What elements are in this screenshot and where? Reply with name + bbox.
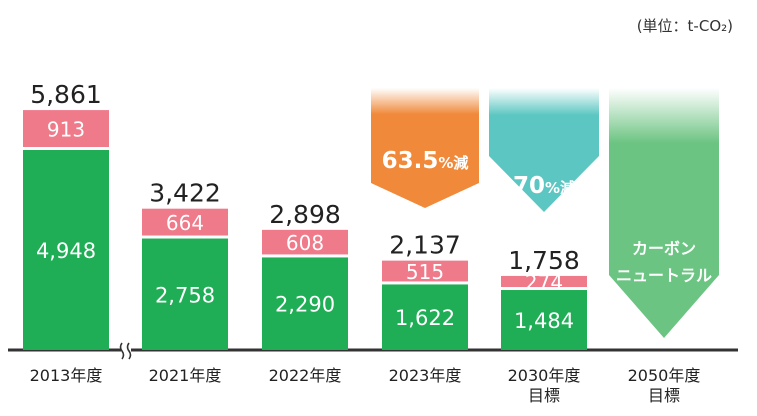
tick-label: 目標 xyxy=(648,386,680,405)
data-label-other: 913 xyxy=(47,118,85,142)
axis-break-gap xyxy=(121,344,131,356)
reduction-arrow xyxy=(371,88,479,208)
bar-segment-main xyxy=(501,290,587,350)
total-label: 5,861 xyxy=(30,80,102,109)
data-label-main: 2,290 xyxy=(275,293,335,317)
annotation-text: ニュートラル xyxy=(616,266,712,285)
reduction-arrow xyxy=(609,88,719,338)
annotation-text: カーボン xyxy=(632,239,696,258)
total-label: 2,898 xyxy=(269,200,341,229)
bar-segment-other xyxy=(23,110,109,147)
tick-label: 2021年度 xyxy=(149,366,222,385)
unit-label: (単位：t-CO₂) xyxy=(636,17,733,35)
bar-segment-other xyxy=(382,260,468,282)
bar-segment-main xyxy=(262,257,348,350)
tick-label: 2030年度 xyxy=(508,366,581,385)
total-label: 2,137 xyxy=(389,231,461,260)
annotation-text: 63.5%減 xyxy=(382,148,469,174)
reduction-arrow xyxy=(489,88,599,212)
axis-break-mark xyxy=(119,342,125,360)
bar-segment-main xyxy=(382,284,468,350)
bar-segment-main xyxy=(23,150,109,350)
bar-segment-other xyxy=(262,229,348,255)
total-label: 1,758 xyxy=(508,246,580,275)
axis-break-mark xyxy=(126,342,132,360)
data-label-other: 664 xyxy=(166,211,204,235)
bar-segment-main xyxy=(142,238,228,350)
tick-label: 2050年度 xyxy=(628,366,701,385)
tick-label: 2023年度 xyxy=(389,366,462,385)
data-label-other: 608 xyxy=(286,231,324,255)
bar-segment-other xyxy=(501,275,587,288)
data-label-main: 1,622 xyxy=(395,306,455,330)
data-label-main: 4,948 xyxy=(36,239,96,263)
annotation-text: 70%減 xyxy=(513,173,575,199)
data-label-other: 274 xyxy=(525,270,563,294)
tick-label: 2013年度 xyxy=(30,366,103,385)
tick-label: 2022年度 xyxy=(269,366,342,385)
data-label-main: 1,484 xyxy=(514,309,574,333)
tick-label: 目標 xyxy=(528,386,560,405)
bar-segment-other xyxy=(142,208,228,236)
data-label-main: 2,758 xyxy=(155,283,215,307)
total-label: 3,422 xyxy=(149,179,221,208)
data-label-other: 515 xyxy=(406,260,444,284)
